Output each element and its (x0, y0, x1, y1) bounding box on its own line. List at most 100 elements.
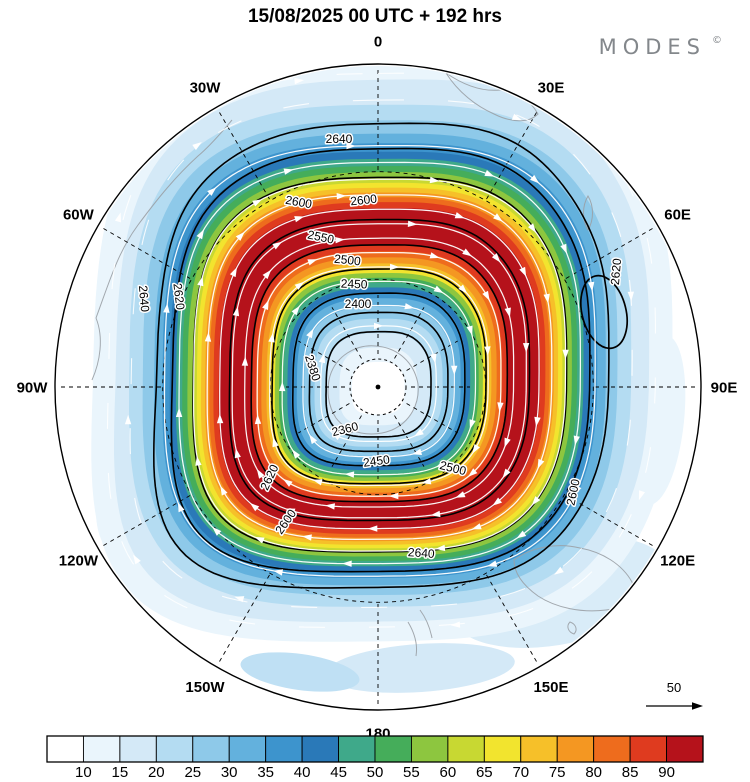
wind-arrow-icon (454, 212, 465, 219)
wind-arrow-icon (254, 536, 265, 544)
wind-arrow-icon (436, 460, 446, 468)
contour-layer (152, 122, 628, 589)
contour-label: 2640 (326, 132, 353, 146)
wind-arrow-icon (272, 241, 283, 250)
wind-arrow-icon (325, 503, 335, 510)
wind-arrow-icon (421, 478, 432, 485)
colorbar-tick-label: 60 (440, 764, 457, 781)
wind-arrow-icon (204, 332, 212, 342)
azimuth-label: 60W (63, 206, 95, 223)
azimuth-label: 90E (711, 379, 738, 396)
wind-arrow-icon (487, 560, 498, 567)
wind-arrow-icon (484, 170, 495, 177)
wind-arrow-icon (528, 223, 537, 233)
colorbar-tick-label: 70 (512, 764, 529, 781)
coastline (583, 195, 593, 231)
wind-arrow-icon (133, 554, 141, 565)
wind-arrow-icon (484, 346, 491, 356)
contour-line (250, 244, 509, 503)
contour-line (308, 311, 449, 453)
colorbar-cell (338, 735, 376, 763)
streamline (192, 178, 567, 552)
wind-arrow-icon (232, 306, 240, 317)
wind-arrow-icon (195, 456, 202, 466)
map-boundary-circle (54, 63, 702, 711)
azimuth-label: 60E (664, 206, 691, 223)
meridian-line (331, 307, 362, 359)
colorbar-tick-label: 35 (257, 764, 274, 781)
meridian-line (565, 226, 657, 279)
wind-arrow-icon (516, 530, 527, 539)
colorbar-cell (155, 735, 194, 763)
wind-arrow-icon (302, 534, 312, 541)
azimuth-label: 90W (17, 379, 49, 396)
coastline (407, 621, 417, 657)
wind-arrow-icon (309, 434, 318, 445)
wind-arrow-icon (273, 569, 283, 576)
wind-arrow-icon (262, 269, 272, 280)
latitude-circle (162, 171, 594, 603)
streamline (178, 161, 582, 565)
wind-arrow-icon (241, 356, 249, 366)
wind-arrow-icon (252, 199, 263, 207)
wind-arrow-icon (638, 490, 645, 501)
contour-label: 2620 (170, 282, 187, 311)
wind-arrow-icon (374, 322, 384, 330)
wind-arrow-icon (429, 252, 440, 259)
meridian-line (394, 415, 425, 467)
colorbar-cell (629, 735, 667, 763)
azimuth-label: 150W (185, 679, 225, 696)
colorbar-cell (192, 735, 230, 763)
wind-arrow-icon (493, 213, 503, 222)
contour-line (152, 122, 610, 589)
wind-arrow-icon (462, 248, 472, 257)
wind-arrow-icon (283, 168, 294, 175)
meridian-line (217, 108, 270, 200)
wind-arrow-icon (197, 276, 204, 287)
wind-arrow-icon (466, 325, 473, 336)
streamline (231, 223, 527, 519)
wind-arrow-icon (163, 303, 170, 313)
wind-arrow-icon (292, 449, 301, 459)
meridian-line (217, 574, 270, 666)
wind-arrow-icon (511, 113, 522, 121)
wind-shading-layer (91, 66, 686, 693)
contour-label: 2450 (341, 277, 368, 292)
wind-arrow-icon (492, 497, 502, 506)
wind-arrow-icon (497, 402, 504, 413)
wind-arrow-icon (435, 544, 446, 552)
coastline (567, 621, 577, 635)
outer-streamline (129, 99, 633, 609)
wind-arrow-icon (262, 300, 269, 310)
wind-arrow-icon (469, 419, 476, 430)
wind-arrow-icon (294, 77, 304, 85)
contour-line (292, 292, 466, 467)
coastline (327, 345, 419, 435)
meridian-line (486, 574, 539, 666)
contour-line (228, 218, 531, 522)
wind-reference-arrow: 50 (646, 680, 703, 710)
wind-arrow-icon (306, 328, 314, 339)
meridian-line (406, 403, 458, 434)
colorbar: 10 15 20 25 30 35 40 45 50 55 60 65 70 75 80 85 90 (46, 735, 704, 781)
colorbar-cell (483, 735, 522, 763)
wind-arrow-icon (312, 479, 323, 486)
colorbar-cell (228, 735, 267, 763)
wind-arrow-icon (491, 253, 501, 263)
meridian-line (394, 307, 425, 359)
wind-arrow-icon (279, 381, 286, 392)
wind-arrow-icon (229, 267, 237, 278)
wind-arrow-icon (531, 496, 541, 506)
wind-arrow-icon (502, 468, 511, 479)
colorbar-cell (82, 735, 121, 763)
wind-arrow-icon (414, 428, 424, 437)
inner-latitude-circle (349, 358, 407, 416)
colorbar-tick-label: 20 (148, 764, 165, 781)
azimuth-label: 120E (660, 552, 695, 569)
wind-arrow-icon (342, 560, 352, 567)
colorbar-cell (593, 735, 631, 763)
contour-label: 2640 (407, 545, 435, 561)
wind-arrow-icon (519, 266, 527, 277)
